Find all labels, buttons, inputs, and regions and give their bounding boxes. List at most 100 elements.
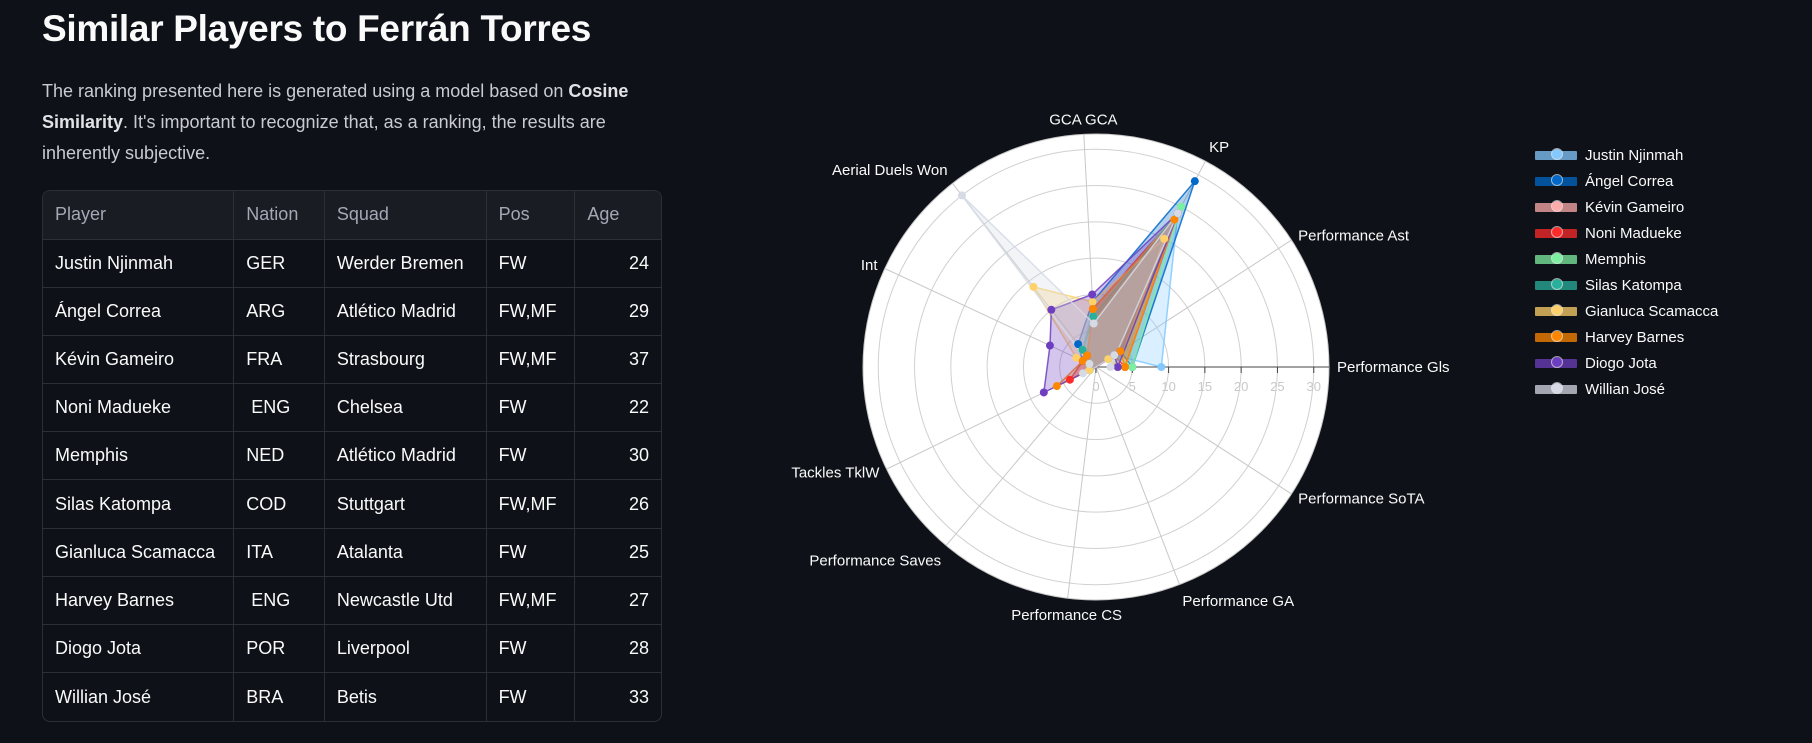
cell-player[interactable]: Kévin Gameiro	[43, 334, 235, 385]
data-point	[957, 191, 966, 200]
cell-player[interactable]: Willian José	[43, 672, 235, 721]
cell-squad[interactable]: Atlético Madrid	[323, 431, 487, 481]
column-header-pos[interactable]: Pos	[485, 191, 576, 240]
table-row[interactable]: Noni Madueke ENG Chelsea FW 22	[43, 383, 661, 433]
data-point	[1160, 234, 1169, 243]
legend-item[interactable]: Justin Njinmah	[1535, 142, 1718, 168]
data-point	[1170, 215, 1179, 224]
cell-pos[interactable]: FW	[485, 623, 576, 674]
table-row[interactable]: Memphis NED Atlético Madrid FW 30	[43, 431, 661, 481]
cell-nation[interactable]: FRA	[233, 334, 325, 385]
intro-bold: Cosine Similarity	[42, 81, 629, 132]
cell-player[interactable]: Gianluca Scamacca	[43, 527, 235, 577]
cell-nation[interactable]: COD	[233, 479, 325, 529]
axis-label: Performance Gls	[1337, 359, 1450, 376]
data-point	[1047, 305, 1056, 314]
cell-squad[interactable]: Strasbourg	[323, 334, 487, 385]
cell-age[interactable]: 37	[574, 334, 661, 385]
cell-squad[interactable]: Chelsea	[323, 383, 487, 433]
cell-player[interactable]: Noni Madueke	[43, 383, 235, 433]
page-title: Similar Players to Ferrán Torres	[42, 8, 592, 49]
cell-nation[interactable]: GER	[233, 238, 325, 288]
data-point	[1157, 363, 1166, 371]
intro-before: The ranking presented here is generated …	[42, 81, 569, 101]
table-row[interactable]: Diogo Jota POR Liverpool FW 28	[43, 623, 661, 674]
legend-label: Kévin Gameiro	[1585, 198, 1685, 216]
column-header-squad[interactable]: Squad	[323, 191, 487, 240]
cell-squad[interactable]: Stuttgart	[323, 479, 487, 529]
intro-after: . It's important to recognize that, as a…	[42, 112, 606, 163]
axis-spoke	[1083, 134, 1097, 368]
cell-nation[interactable]: ARG	[233, 286, 325, 336]
legend-item[interactable]: Kévin Gameiro	[1535, 194, 1718, 220]
cell-pos[interactable]: FW	[485, 238, 576, 288]
legend-swatch-icon	[1535, 149, 1577, 161]
cell-squad[interactable]: Newcastle Utd	[323, 575, 487, 626]
column-header-player[interactable]: Player	[43, 191, 235, 240]
legend-item[interactable]: Willian José	[1535, 376, 1718, 402]
intro-text: The ranking presented here is generated …	[42, 76, 642, 169]
table-row[interactable]: Kévin Gameiro FRA Strasbourg FW,MF 37	[43, 334, 661, 385]
cell-player[interactable]: Diogo Jota	[43, 623, 235, 674]
cell-age[interactable]: 28	[574, 623, 661, 674]
cell-player[interactable]: Harvey Barnes	[43, 575, 235, 626]
cell-squad[interactable]: Liverpool	[323, 623, 487, 674]
cell-pos[interactable]: FW	[485, 672, 576, 721]
similar-players-table[interactable]: Player Nation Squad Pos Age Justin Njinm…	[42, 190, 662, 722]
legend-item[interactable]: Gianluca Scamacca	[1535, 298, 1718, 324]
cell-nation[interactable]: BRA	[233, 672, 325, 721]
data-point	[1190, 177, 1199, 186]
cell-pos[interactable]: FW,MF	[485, 575, 576, 626]
cell-squad[interactable]: Betis	[323, 672, 487, 721]
data-point	[1113, 363, 1122, 371]
axis-spoke	[1095, 161, 1206, 368]
axis-spoke	[945, 366, 1097, 546]
axis-label: GCA GCA	[1049, 111, 1117, 128]
radial-tick-label: 25	[1270, 379, 1284, 394]
axis-label: Performance SoTA	[1298, 490, 1424, 507]
legend-item[interactable]: Noni Madueke	[1535, 220, 1718, 246]
table-row[interactable]: Justin Njinmah GER Werder Bremen FW 24	[43, 238, 661, 288]
cell-age[interactable]: 33	[574, 672, 661, 721]
cell-player[interactable]: Silas Katompa	[43, 479, 235, 529]
cell-age[interactable]: 24	[574, 238, 661, 288]
radial-tick-label: 5	[1129, 379, 1136, 394]
table-row[interactable]: Harvey Barnes ENG Newcastle Utd FW,MF 27	[43, 575, 661, 626]
legend-swatch-icon	[1535, 279, 1577, 291]
cell-nation[interactable]: ENG	[233, 383, 325, 433]
radial-tick-label: 20	[1234, 379, 1248, 394]
axis-label: Performance Ast	[1298, 228, 1410, 245]
cell-age[interactable]: 26	[574, 479, 661, 529]
axis-label: Performance Saves	[809, 553, 941, 570]
legend-item[interactable]: Harvey Barnes	[1535, 324, 1718, 350]
data-point	[1106, 363, 1115, 371]
cell-age[interactable]: 22	[574, 383, 661, 433]
data-point	[1085, 366, 1094, 375]
data-point	[1065, 375, 1074, 384]
cell-squad[interactable]: Atalanta	[323, 527, 487, 577]
data-point	[1072, 353, 1081, 362]
cell-age[interactable]: 27	[574, 575, 661, 626]
table-row[interactable]: Willian José BRA Betis FW 33	[43, 672, 661, 721]
legend-item[interactable]: Ángel Correa	[1535, 168, 1718, 194]
column-header-age[interactable]: Age	[574, 191, 661, 240]
cell-player[interactable]: Ángel Correa	[43, 286, 235, 336]
legend-swatch-icon	[1535, 305, 1577, 317]
data-point	[1121, 363, 1130, 371]
cell-age[interactable]: 25	[574, 527, 661, 577]
axis-label: Performance CS	[1011, 607, 1122, 624]
cell-squad[interactable]: Werder Bremen	[323, 238, 487, 288]
axis-label: Performance GA	[1182, 593, 1294, 610]
cell-squad[interactable]: Atlético Madrid	[323, 286, 487, 336]
legend-item[interactable]: Silas Katompa	[1535, 272, 1718, 298]
legend-item[interactable]: Memphis	[1535, 246, 1718, 272]
cell-player[interactable]: Memphis	[43, 431, 235, 481]
table-row[interactable]: Gianluca Scamacca ITA Atalanta FW 25	[43, 527, 661, 577]
cell-player[interactable]: Justin Njinmah	[43, 238, 235, 288]
legend-item[interactable]: Diogo Jota	[1535, 350, 1718, 376]
cell-nation[interactable]: NED	[233, 431, 325, 481]
legend-label: Gianluca Scamacca	[1585, 302, 1719, 320]
cell-nation[interactable]: ITA	[233, 527, 325, 577]
data-point	[1074, 340, 1083, 349]
